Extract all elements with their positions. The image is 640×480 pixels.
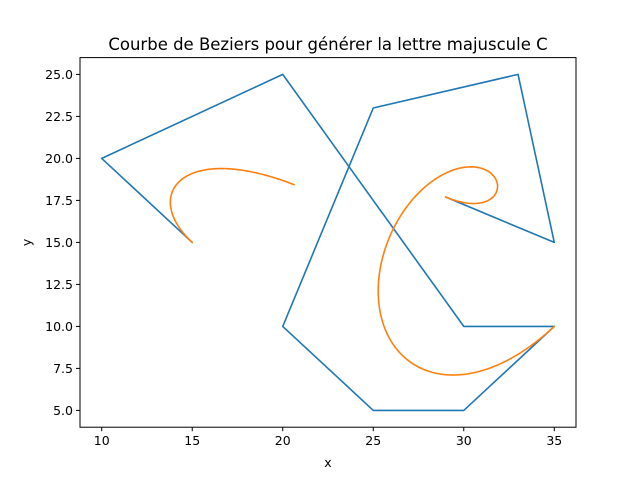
x-tick-label: 30 xyxy=(456,433,472,448)
y-tick-label: 7.5 xyxy=(53,361,73,376)
y-tick-label: 25.0 xyxy=(45,67,73,82)
y-tick-label: 22.5 xyxy=(45,109,73,124)
y-tick-label: 12.5 xyxy=(45,277,73,292)
series-bezier-curve-1 xyxy=(169,167,295,244)
chart-title: Courbe de Beziers pour générer la lettre… xyxy=(108,35,547,54)
series-layer xyxy=(100,73,556,412)
y-tick-label: 5.0 xyxy=(53,403,73,418)
x-tick-label: 20 xyxy=(275,433,291,448)
series-bezier-curve-2 xyxy=(377,166,556,376)
x-tick-label: 35 xyxy=(546,433,562,448)
y-tick-label: 17.5 xyxy=(45,193,73,208)
y-tick-label: 15.0 xyxy=(45,235,73,250)
y-tick-label: 10.0 xyxy=(45,319,73,334)
plot-frame xyxy=(79,57,577,428)
x-tick-label: 25 xyxy=(365,433,381,448)
x-axis: 10 15 20 25 30 35 xyxy=(94,427,562,448)
y-tick-label: 20.0 xyxy=(45,151,73,166)
y-axis-label: y xyxy=(19,238,34,246)
x-tick-label: 15 xyxy=(184,433,200,448)
series-control-polygon-1 xyxy=(100,73,556,328)
x-axis-label: x xyxy=(324,455,331,470)
series-control-polygon-2 xyxy=(281,73,556,412)
x-tick-label: 10 xyxy=(94,433,110,448)
y-axis: 5.0 7.5 10.0 12.5 15.0 17.5 20.0 22.5 25.0 xyxy=(45,67,80,418)
